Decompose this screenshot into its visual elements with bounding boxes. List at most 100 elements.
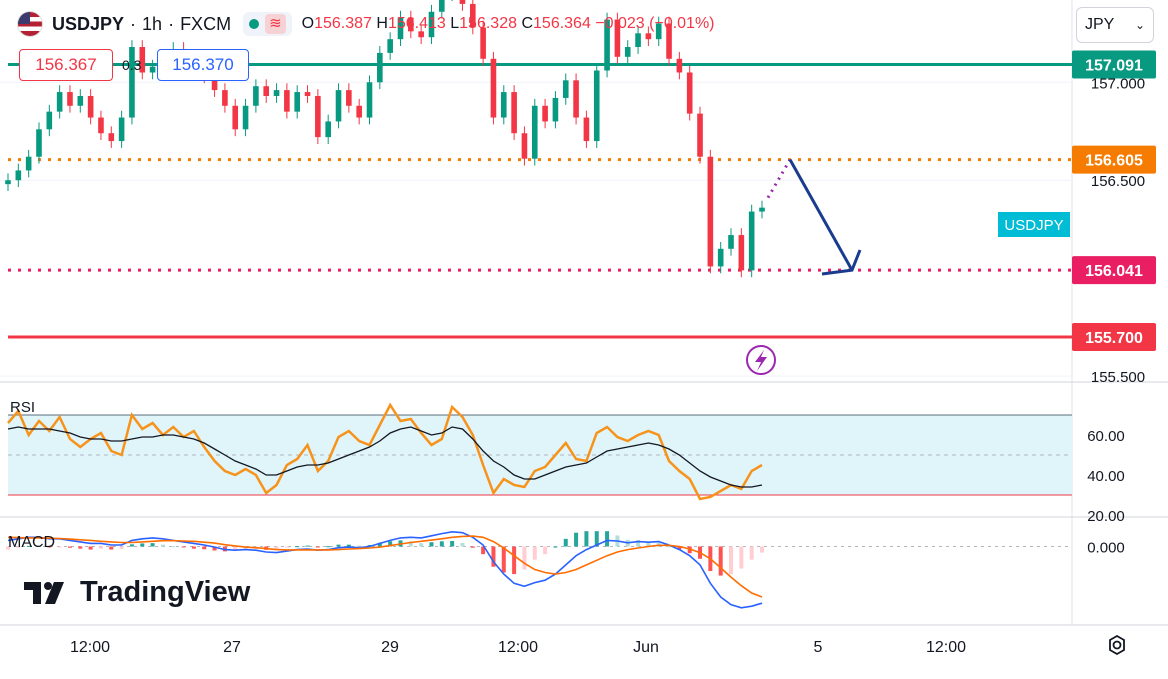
tradingview-logo: TradingView [24,576,250,609]
chevron-down-icon: ⌄ [1134,18,1145,32]
price-level-label: 157.091 [1085,57,1143,74]
macd-histogram-bar [749,546,754,560]
candle-body [77,95,84,106]
gear-icon[interactable] [1104,632,1130,658]
macd-histogram-bar [687,546,692,554]
macd-histogram-bar [191,546,196,549]
macd-histogram-bar [646,542,651,547]
candle-body [697,113,703,157]
candle-body [15,170,22,181]
price-axis-ticks: 157.000 156.500 155.500 [0,75,1145,386]
brand-name: TradingView [80,576,251,608]
macd-histogram-bar [460,542,465,547]
candle-body [459,0,466,4]
macd-histogram-bar [522,546,527,570]
price-level-tag [1072,50,1156,79]
macd-histogram-bar [419,543,424,547]
rsi-tick-label: 40.00 [1087,468,1125,485]
wave-icon: ≋ [265,14,286,34]
currency-select[interactable]: JPY ⌄ [1076,7,1154,43]
candle-body [304,92,311,96]
rsi-line [7,402,763,501]
sell-button[interactable]: 156.367 [19,49,113,81]
macd-histogram-bar [160,544,165,547]
candle-body [717,248,724,267]
candle-body [139,47,146,73]
candle-body [294,92,301,112]
macd-histogram-bar [584,531,589,547]
macd-histogram-bar [450,540,455,547]
candle-body [87,95,94,118]
candle-body [242,105,249,130]
candle-body [5,180,11,185]
candle-body [531,105,538,159]
candle-body [428,11,435,38]
rsi-tick-label: 60.00 [1087,428,1125,445]
price-level-tag [1072,322,1156,351]
macd-histogram-bar [512,546,517,575]
projection-arrow[interactable] [766,158,862,276]
macd-histogram-bar [26,545,31,547]
candle-body [511,92,517,134]
candle-body [573,80,579,118]
symbol-header[interactable]: USDJPY · 1h · FXCM ≋ O156.387 H156.413 L… [18,10,715,38]
macd-histogram-bar [408,541,413,547]
macd-histogram-bar [78,546,83,549]
lightning-icon[interactable] [746,345,776,375]
candle-body [728,235,734,249]
candle-body [666,23,672,59]
candle-body [67,92,73,106]
macd-histogram-bar [274,546,279,550]
buy-button[interactable]: 156.370 [157,49,249,81]
time-axis-label: 12:00 [70,639,110,656]
price-level-tag [1072,145,1156,174]
price-level-tag [1072,256,1156,285]
macd-histogram-bar [119,546,124,549]
macd-histogram-bar [377,542,382,547]
exchange-label: FXCM [180,13,232,34]
macd-lines [6,530,764,609]
candle-body [500,92,507,118]
macd-histogram-bar [47,546,52,548]
candle-body [552,97,559,122]
macd-histogram-bar [6,546,10,550]
candle-body [624,47,631,57]
price-level-label: 156.041 [1085,263,1143,280]
macd-histogram-bar [295,546,300,548]
candle-body [686,72,693,114]
macd-histogram-bar [574,532,579,547]
macd-histogram-bar [150,543,155,547]
macd-histogram-bar [553,546,558,548]
candle-body [46,111,53,130]
tradingview-mark-icon [24,581,64,604]
macd-line [7,530,763,609]
price-tick-label: 155.500 [1091,369,1145,386]
candle-body [676,58,683,73]
candle-body [635,33,641,48]
candle-body [707,156,714,267]
macd-histogram-bar [57,546,62,548]
price-tick-label: 156.500 [1091,173,1145,190]
open-value: 156.387 [314,15,372,32]
macd-histogram-bar [760,546,764,553]
macd-histogram-bar [202,546,207,550]
candle-body [655,23,662,40]
candle-body [542,105,548,122]
candle-body [222,90,228,106]
time-axis-label: 5 [814,639,823,656]
candle-body [232,105,239,130]
candle-body [521,133,528,159]
macd-histogram-bar [605,531,610,547]
macd-histogram-bar [98,546,103,549]
macd-histogram-bar [636,540,641,547]
macd-histogram-bar [305,545,310,547]
rsi-tick-label: 20.00 [1087,508,1125,525]
us-flag-icon [18,12,42,36]
status-pill[interactable]: ≋ [243,12,292,36]
projection-shaft [788,158,854,271]
time-axis-label: 27 [223,639,241,656]
low-label: L [450,15,460,32]
candle-body [593,70,600,142]
